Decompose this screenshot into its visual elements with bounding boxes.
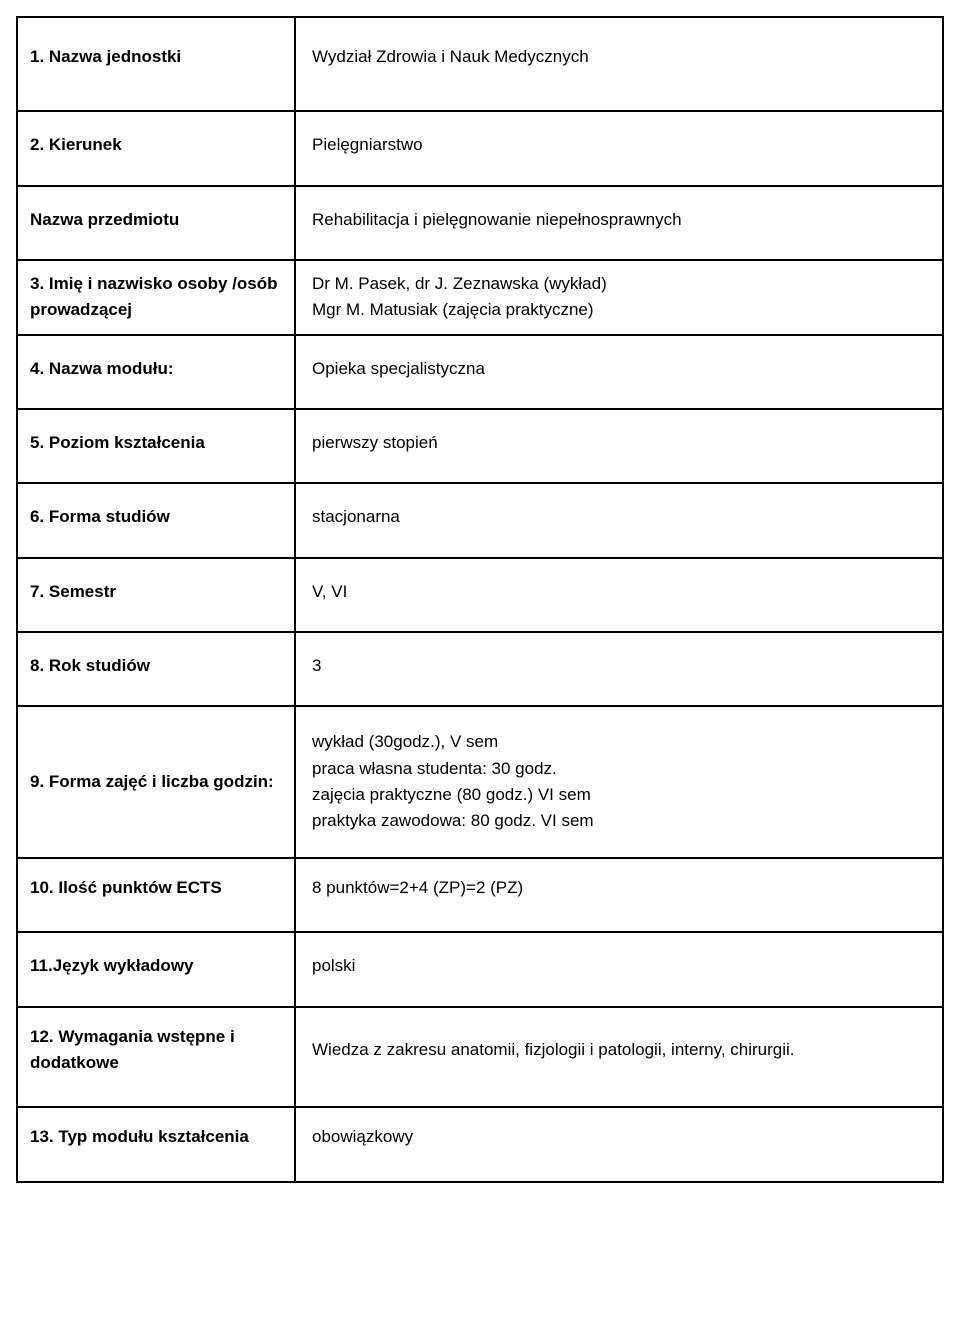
table-row: 12. Wymagania wstępne i dodatkoweWiedza … — [17, 1007, 943, 1108]
row-label: 8. Rok studiów — [17, 632, 295, 706]
row-value: wykład (30godz.), V sem praca własna stu… — [295, 706, 943, 857]
row-label: 1. Nazwa jednostki — [17, 17, 295, 111]
row-label: 7. Semestr — [17, 558, 295, 632]
row-label: 10. Ilość punktów ECTS — [17, 858, 295, 932]
table-row: 6. Forma studiów stacjonarna — [17, 483, 943, 557]
row-value: Dr M. Pasek, dr J. Zeznawska (wykład) Mg… — [295, 260, 943, 335]
spec-table: 1. Nazwa jednostkiWydział Zdrowia i Nauk… — [16, 16, 944, 1183]
row-label: 5. Poziom kształcenia — [17, 409, 295, 483]
row-value: polski — [295, 932, 943, 1006]
row-label: 9. Forma zajęć i liczba godzin: — [17, 706, 295, 857]
table-row: 13. Typ modułu kształceniaobowiązkowy — [17, 1107, 943, 1181]
table-row: 8. Rok studiów3 — [17, 632, 943, 706]
table-row: 3. Imię i nazwisko osoby /osób prowadząc… — [17, 260, 943, 335]
table-row: 10. Ilość punktów ECTS8 punktów=2+4 (ZP)… — [17, 858, 943, 932]
course-spec-page: 1. Nazwa jednostkiWydział Zdrowia i Nauk… — [16, 16, 944, 1183]
row-label: 2. Kierunek — [17, 111, 295, 185]
table-row: 4. Nazwa modułu:Opieka specjalistyczna — [17, 335, 943, 409]
table-row: 11.Język wykładowypolski — [17, 932, 943, 1006]
row-value: obowiązkowy — [295, 1107, 943, 1181]
row-label: 11.Język wykładowy — [17, 932, 295, 1006]
row-value: Wydział Zdrowia i Nauk Medycznych — [295, 17, 943, 111]
spec-table-body: 1. Nazwa jednostkiWydział Zdrowia i Nauk… — [17, 17, 943, 1182]
row-value: 8 punktów=2+4 (ZP)=2 (PZ) — [295, 858, 943, 932]
row-label: 6. Forma studiów — [17, 483, 295, 557]
row-label: 12. Wymagania wstępne i dodatkowe — [17, 1007, 295, 1108]
table-row: 2. KierunekPielęgniarstwo — [17, 111, 943, 185]
table-row: 9. Forma zajęć i liczba godzin:wykład (3… — [17, 706, 943, 857]
row-value: V, VI — [295, 558, 943, 632]
row-value: Opieka specjalistyczna — [295, 335, 943, 409]
row-value: Wiedza z zakresu anatomii, fizjologii i … — [295, 1007, 943, 1108]
row-label: Nazwa przedmiotu — [17, 186, 295, 260]
row-value: pierwszy stopień — [295, 409, 943, 483]
row-label: 3. Imię i nazwisko osoby /osób prowadząc… — [17, 260, 295, 335]
table-row: 1. Nazwa jednostkiWydział Zdrowia i Nauk… — [17, 17, 943, 111]
table-row: 7. SemestrV, VI — [17, 558, 943, 632]
row-value: Pielęgniarstwo — [295, 111, 943, 185]
table-row: Nazwa przedmiotuRehabilitacja i pielęgno… — [17, 186, 943, 260]
row-value: stacjonarna — [295, 483, 943, 557]
row-label: 13. Typ modułu kształcenia — [17, 1107, 295, 1181]
row-label: 4. Nazwa modułu: — [17, 335, 295, 409]
row-value: 3 — [295, 632, 943, 706]
row-value: Rehabilitacja i pielęgnowanie niepełnosp… — [295, 186, 943, 260]
table-row: 5. Poziom kształceniapierwszy stopień — [17, 409, 943, 483]
